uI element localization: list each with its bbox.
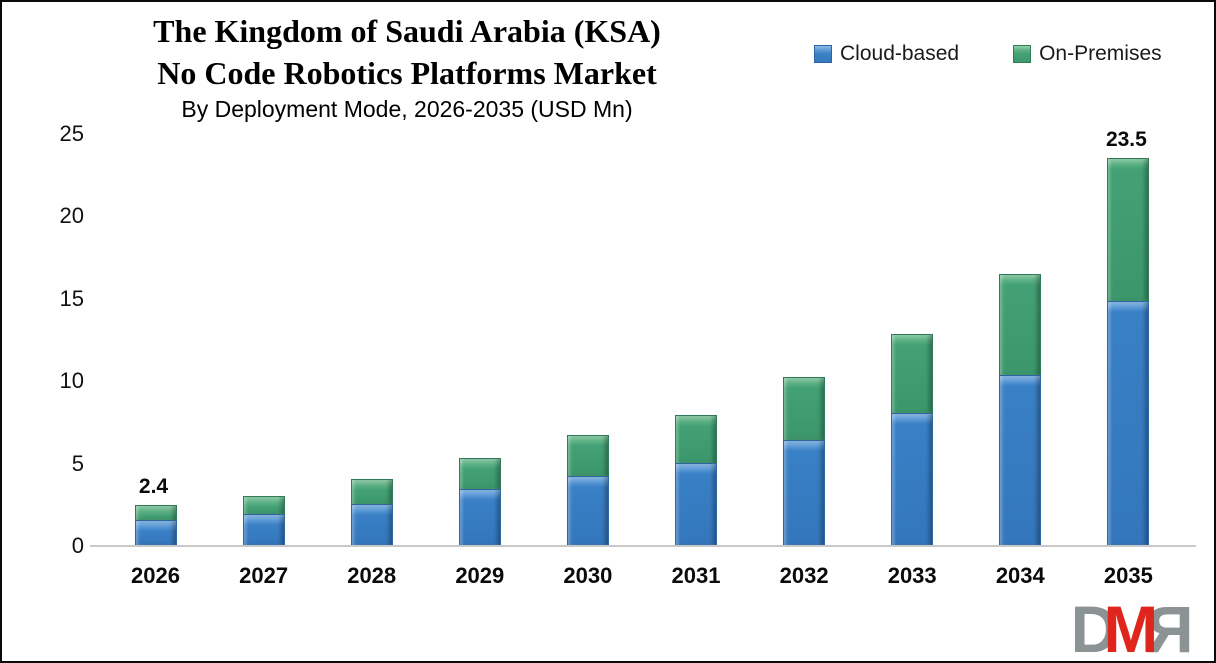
bar-2026-on-premises-segment [134,505,177,520]
bar-2034-cloud-based-segment [999,375,1042,545]
bar-2035 [1107,158,1150,545]
bar-2031-on-premises-segment [675,415,717,463]
bar-2034 [999,274,1042,545]
cloud-based-swatch-icon [814,45,832,63]
legend-item-on-premises: On-Premises [1013,42,1162,66]
x-axis-label-2031: 2031 [671,563,721,588]
y-axis-tick-25: 25 [59,121,84,146]
data-label-2035: 23.5 [1105,128,1147,151]
bar-2028-cloud-based-segment [350,504,393,545]
bar-2027 [242,496,285,545]
x-axis-label-2026: 2026 [131,563,180,588]
bar-2031 [675,415,717,545]
x-axis-label-2028: 2028 [347,563,397,588]
chart-title-line2: No Code Robotics Platforms Market [157,55,657,91]
dmr-logo: DMR [1070,592,1194,663]
on-premises-swatch-icon [1013,45,1032,63]
bar-2030 [566,435,609,545]
bar-2033-on-premises-segment [891,334,934,413]
title-block: The Kingdom of Saudi Arabia (KSA) No Cod… [47,10,767,124]
bar-2027-on-premises-segment [242,496,285,514]
bar-2029-cloud-based-segment [458,489,501,545]
bar-2035-on-premises-segment [1107,158,1150,301]
chart-subtitle: By Deployment Mode, 2026-2035 (USD Mn) [181,96,633,122]
bar-2033-cloud-based-segment [891,413,934,545]
bar-2033 [891,334,934,545]
bar-2035-cloud-based-segment [1107,301,1150,545]
x-axis-label-2027: 2027 [239,563,289,588]
dmr-logo-letter-d: D [1070,592,1119,663]
bar-2030-on-premises-segment [566,435,609,476]
dmr-logo-letter-r: R [1149,592,1194,663]
bar-2032-on-premises-segment [783,377,826,440]
x-axis-label-2033: 2033 [887,563,937,588]
dmr-logo-letter-m: M [1103,592,1158,663]
bar-2028 [350,479,393,545]
bar-2031-cloud-based-segment [675,463,717,545]
y-axis-tick-20: 20 [59,203,84,229]
legend-label-on-premises: On-Premises [1039,42,1162,65]
y-axis-tick-0: 0 [71,533,84,558]
y-axis-tick-15: 15 [59,285,84,311]
x-axis-label-2034: 2034 [995,563,1045,588]
x-axis-label-2029: 2029 [455,563,505,588]
bar-2028-on-premises-segment [350,479,393,504]
legend: Cloud-based On-Premises [814,42,1162,66]
y-axis-tick-5: 5 [71,450,84,476]
chart-title-line1: The Kingdom of Saudi Arabia (KSA) [153,13,661,49]
bar-2032 [783,377,826,545]
x-axis-label-2030: 2030 [563,563,613,588]
bar-2029-on-premises-segment [458,458,501,489]
legend-item-cloud-based: Cloud-based [814,42,959,66]
bar-2026 [134,505,177,545]
y-axis-tick-10: 10 [59,368,84,394]
bar-2032-cloud-based-segment [783,440,826,545]
bar-2026-cloud-based-segment [134,520,177,545]
bar-2027-cloud-based-segment [242,514,285,545]
bar-2030-cloud-based-segment [566,476,609,545]
x-axis-label-2032: 2032 [779,563,829,588]
data-label-2026: 2.4 [138,475,169,498]
legend-label-cloud-based: Cloud-based [840,42,960,65]
bar-2034-on-premises-segment [999,274,1042,375]
x-axis-line [90,545,1196,547]
bar-2029 [458,458,501,545]
x-axis-label-2035: 2035 [1103,563,1153,588]
